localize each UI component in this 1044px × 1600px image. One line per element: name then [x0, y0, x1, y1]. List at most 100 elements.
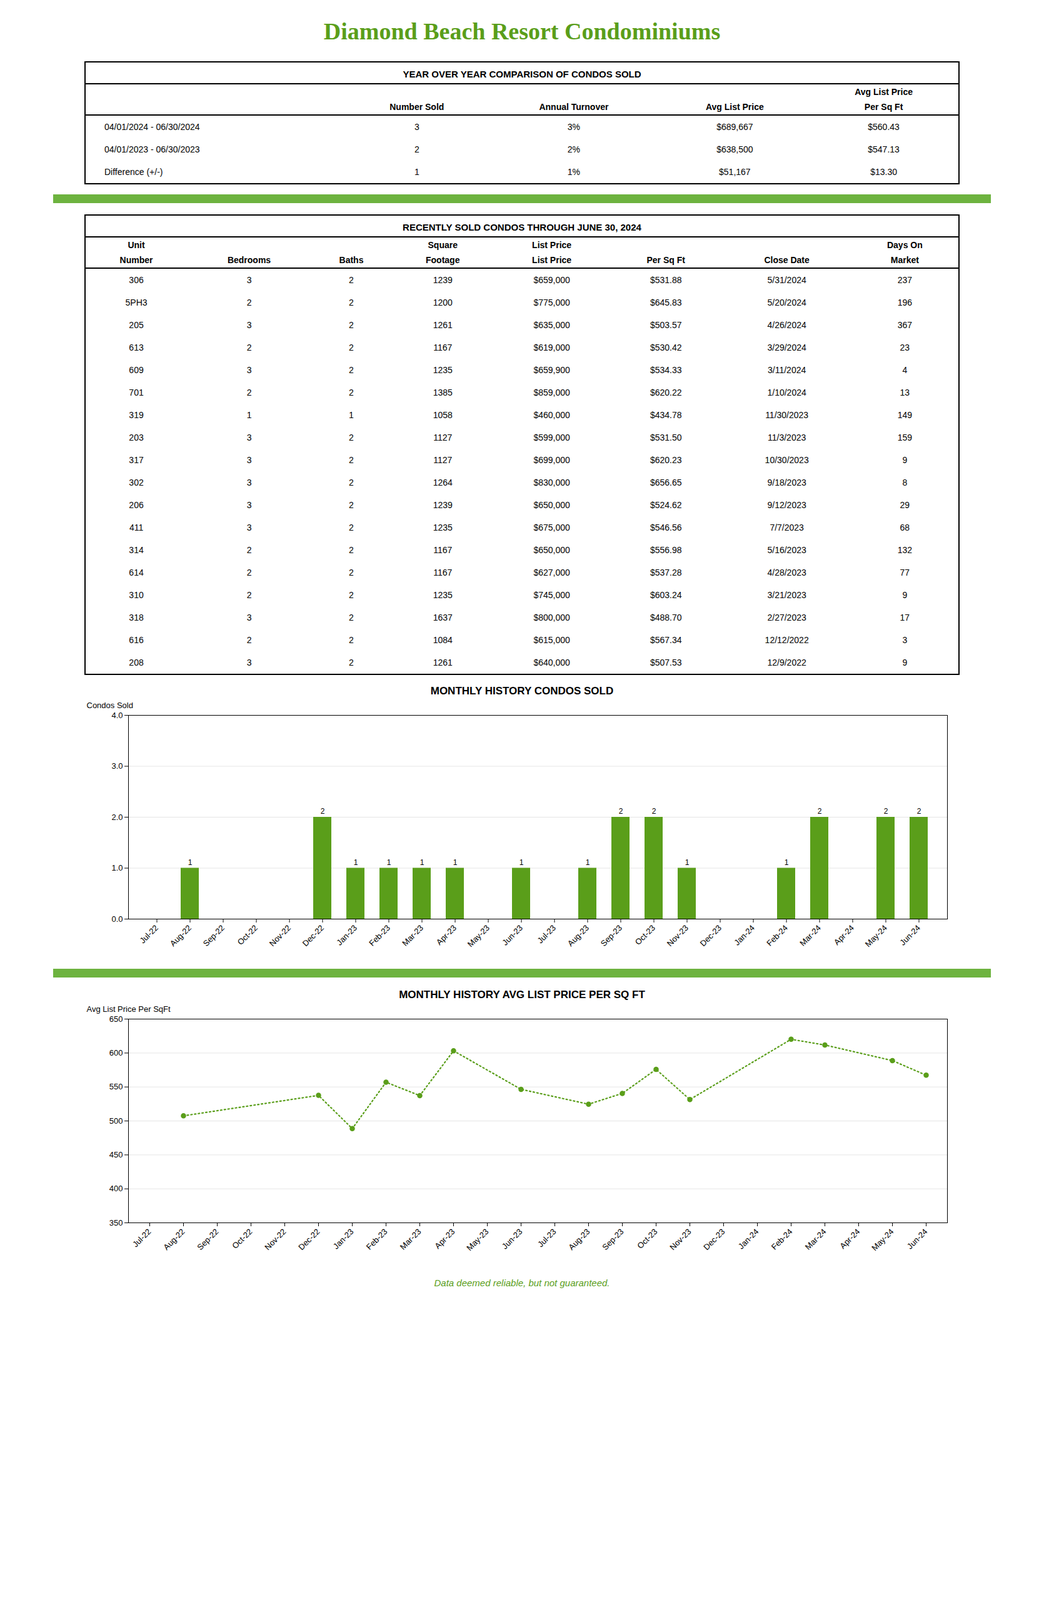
- html-text:MONTHLY HISTORY AVG LIST PRICE: MONTHLY HISTORY AVG LIST PRICE PER SQ FT: [398, 988, 646, 1001]
- svg-text:400: 400: [109, 1184, 124, 1194]
- svg-text:Oct-22: Oct-22: [230, 1227, 254, 1251]
- html-text:Diamond Beach Resort Condomini: Diamond Beach Resort Condominiums: [323, 18, 721, 45]
- html-text:$689,667: $689,667: [716, 121, 753, 132]
- svg-text:May-23: May-23: [465, 923, 492, 949]
- svg-text:Sep-23: Sep-23: [600, 1227, 626, 1253]
- html-text:$638,500: $638,500: [716, 144, 753, 155]
- html-text:RECENTLY SOLD CONDOS THROUGH J: RECENTLY SOLD CONDOS THROUGH JUNE 30, 20…: [402, 221, 642, 233]
- svg-text:Nov-22: Nov-22: [267, 923, 293, 949]
- svg-text:650: 650: [109, 1014, 124, 1024]
- svg-text:1: 1: [585, 858, 591, 868]
- svg-text:Apr-23: Apr-23: [434, 923, 459, 948]
- html-text:YEAR OVER YEAR COMPARISON OF C: YEAR OVER YEAR COMPARISON OF CONDOS SOLD: [402, 68, 642, 80]
- svg-text:Nov-23: Nov-23: [665, 923, 691, 949]
- svg-text:2: 2: [817, 807, 823, 816]
- html-text:04/01/2024 - 06/30/2024: 04/01/2024 - 06/30/2024: [104, 121, 200, 132]
- svg-text:2: 2: [883, 807, 889, 816]
- svg-text:Mar-24: Mar-24: [803, 1227, 829, 1253]
- svg-text:1: 1: [685, 858, 690, 868]
- svg-text:0.0: 0.0: [111, 914, 123, 924]
- svg-text:Feb-23: Feb-23: [364, 1227, 390, 1253]
- svg-text:Aug-23: Aug-23: [566, 1227, 592, 1253]
- svg-text:Jan-24: Jan-24: [736, 1227, 761, 1252]
- svg-text:1.0: 1.0: [111, 863, 123, 873]
- svg-text:Jun-24: Jun-24: [897, 923, 923, 948]
- html-text:Difference (+/-): Difference (+/-): [104, 166, 163, 177]
- svg-text:Nov-22: Nov-22: [262, 1227, 288, 1253]
- svg-text:Feb-24: Feb-24: [764, 923, 790, 949]
- html-text:MONTHLY HISTORY CONDOS SOLD: MONTHLY HISTORY CONDOS SOLD: [430, 685, 614, 698]
- svg-text:Oct-23: Oct-23: [635, 1227, 659, 1251]
- svg-text:Jun-23: Jun-23: [500, 923, 525, 948]
- svg-text:Apr-23: Apr-23: [432, 1227, 457, 1251]
- svg-text:Dec-23: Dec-23: [698, 923, 724, 949]
- svg-text:Jan-24: Jan-24: [732, 923, 757, 948]
- svg-text:1: 1: [453, 858, 458, 868]
- svg-text:1: 1: [519, 858, 524, 868]
- svg-text:Jan-23: Jan-23: [331, 1227, 356, 1252]
- html-text:$547.13: $547.13: [867, 144, 900, 155]
- html-text:Per Sq Ft: Per Sq Ft: [864, 101, 903, 112]
- svg-text:Apr-24: Apr-24: [832, 923, 856, 948]
- svg-text:Jun-24: Jun-24: [905, 1227, 930, 1252]
- html-text:1%: 1%: [567, 166, 581, 177]
- svg-text:Sep-22: Sep-22: [201, 923, 227, 949]
- svg-text:2: 2: [618, 807, 624, 816]
- svg-text:Jul-22: Jul-22: [130, 1227, 154, 1250]
- svg-text:550: 550: [109, 1082, 124, 1092]
- html-text:Data deemed reliable, but not: Data deemed reliable, but not guaranteed…: [434, 1277, 610, 1289]
- svg-text:350: 350: [109, 1218, 124, 1228]
- html-text:04/01/2023 - 06/30/2023: 04/01/2023 - 06/30/2023: [104, 144, 200, 155]
- html-text:Avg List Price: Avg List Price: [854, 86, 913, 97]
- html-text:$13.30: $13.30: [870, 166, 898, 177]
- svg-text:May-23: May-23: [464, 1227, 491, 1253]
- svg-text:Mar-23: Mar-23: [400, 923, 426, 949]
- html-text:3%: 3%: [567, 121, 581, 132]
- svg-text:3.0: 3.0: [111, 761, 123, 771]
- svg-text:Oct-23: Oct-23: [633, 923, 658, 948]
- svg-text:Jun-23: Jun-23: [500, 1227, 525, 1252]
- svg-text:Jul-22: Jul-22: [137, 923, 161, 946]
- svg-text:Nov-23: Nov-23: [667, 1227, 693, 1253]
- svg-text:600: 600: [109, 1048, 124, 1058]
- html-text:$51,167: $51,167: [718, 166, 751, 177]
- svg-text:2: 2: [320, 807, 326, 816]
- svg-text:Aug-23: Aug-23: [565, 923, 591, 949]
- svg-text:450: 450: [109, 1150, 124, 1160]
- svg-text:Jan-23: Jan-23: [334, 923, 359, 948]
- svg-text:1: 1: [420, 858, 425, 868]
- svg-text:Dec-23: Dec-23: [701, 1227, 727, 1253]
- svg-text:May-24: May-24: [863, 923, 889, 949]
- svg-text:2: 2: [652, 807, 657, 816]
- svg-text:1: 1: [386, 858, 392, 868]
- svg-text:Condos Sold: Condos Sold: [86, 700, 134, 711]
- svg-text:2: 2: [917, 807, 922, 816]
- html-text:2%: 2%: [567, 144, 581, 155]
- html-text:Number Sold: Number Sold: [389, 101, 445, 112]
- svg-text:1: 1: [353, 858, 359, 868]
- svg-text:Oct-22: Oct-22: [235, 923, 260, 948]
- svg-text:Dec-22: Dec-22: [296, 1227, 322, 1253]
- svg-text:1: 1: [784, 858, 789, 868]
- svg-text:Dec-22: Dec-22: [300, 923, 326, 949]
- svg-text:Sep-22: Sep-22: [195, 1227, 221, 1253]
- svg-text:Sep-23: Sep-23: [598, 923, 624, 949]
- html-text:Annual Turnover: Annual Turnover: [539, 101, 609, 112]
- svg-text:Feb-23: Feb-23: [366, 923, 392, 949]
- svg-text:Mar-24: Mar-24: [797, 923, 823, 949]
- svg-text:Feb-24: Feb-24: [769, 1227, 795, 1253]
- svg-text:2.0: 2.0: [111, 812, 123, 823]
- svg-text:500: 500: [109, 1116, 124, 1126]
- html-text:$560.43: $560.43: [867, 121, 900, 132]
- svg-text:Avg List Price Per SqFt: Avg List Price Per SqFt: [86, 1004, 172, 1014]
- svg-text:Jul-23: Jul-23: [535, 1227, 559, 1250]
- svg-text:May-24: May-24: [869, 1227, 896, 1253]
- html-text:Avg List Price: Avg List Price: [705, 101, 764, 112]
- svg-text:Jul-23: Jul-23: [535, 923, 558, 946]
- svg-text:1: 1: [188, 858, 193, 868]
- svg-text:Aug-22: Aug-22: [161, 1227, 187, 1253]
- svg-text:4.0: 4.0: [111, 710, 123, 721]
- svg-text:Mar-23: Mar-23: [398, 1227, 424, 1253]
- svg-text:Aug-22: Aug-22: [168, 923, 194, 949]
- svg-text:Apr-24: Apr-24: [837, 1227, 862, 1251]
